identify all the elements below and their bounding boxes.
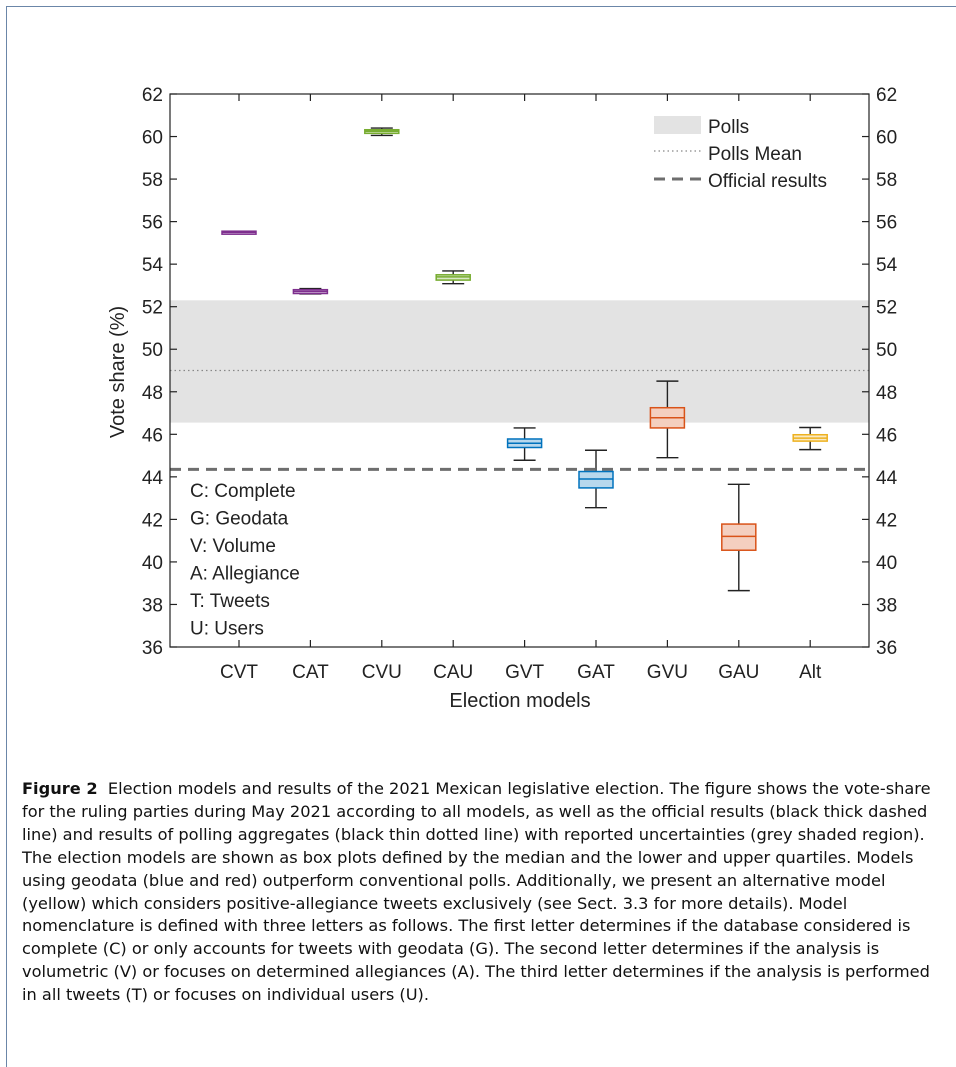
right-y-tick-label: 36	[876, 638, 897, 659]
y-tick-label: 56	[142, 213, 163, 234]
right-y-tick-label: 54	[876, 255, 898, 276]
right-y-tick-label: 48	[876, 383, 897, 404]
right-y-tick-label: 60	[876, 128, 897, 149]
right-y-tick-label: 46	[876, 425, 897, 446]
box-cau	[435, 270, 471, 285]
box-gvu	[649, 380, 686, 459]
box-alt	[792, 426, 828, 451]
legend-swatch-polls	[654, 116, 701, 134]
y-tick-label: 54	[142, 255, 164, 276]
model-key-line: V: Volume	[190, 536, 276, 557]
model-key-line: C: Complete	[190, 481, 296, 502]
box-cat	[292, 287, 329, 295]
box-cvt	[221, 230, 257, 235]
right-y-tick-label: 58	[876, 170, 897, 191]
polls-band	[170, 300, 869, 423]
right-y-tick-label: 52	[876, 298, 897, 319]
figure-caption-label: Figure 2	[22, 779, 98, 798]
right-y-tick-label: 40	[876, 553, 897, 574]
x-tick-label: CVT	[220, 662, 258, 683]
plot-frame	[169, 93, 870, 648]
legend: Polls Polls Mean Official results	[654, 116, 827, 192]
legend-label-polls-mean: Polls Mean	[708, 144, 802, 165]
model-key-line: U: Users	[190, 619, 264, 640]
reference-lines-layer	[170, 369, 869, 471]
box-gvt	[506, 427, 543, 461]
model-key-line: G: Geodata	[190, 509, 289, 530]
polls-band-layer	[170, 300, 869, 423]
right-y-tick-label: 42	[876, 510, 897, 531]
figure-caption: Figure 2 Election models and results of …	[22, 778, 942, 1007]
legend-label-official: Official results	[708, 171, 827, 192]
y-tick-label: 50	[142, 340, 163, 361]
legend-label-polls: Polls	[708, 117, 749, 138]
right-y-tick-label: 44	[876, 468, 898, 489]
y-tick-label: 46	[142, 425, 163, 446]
x-tick-label: Alt	[799, 662, 822, 683]
x-tick-label: CAU	[433, 662, 473, 683]
x-tick-label: GVU	[647, 662, 688, 683]
x-tick-label: GAU	[718, 662, 759, 683]
x-tick-label: GVT	[505, 662, 544, 683]
right-y-tick-label: 50	[876, 340, 897, 361]
y-tick-label: 58	[142, 170, 163, 191]
x-tick-label: GAT	[577, 662, 615, 683]
x-tick-label: CVU	[362, 662, 402, 683]
boxes-layer	[221, 127, 828, 592]
y-tick-label: 42	[142, 510, 163, 531]
model-key-line: T: Tweets	[190, 591, 270, 612]
right-y-tick-label: 56	[876, 213, 897, 234]
box-gau	[721, 483, 757, 592]
y-tick-label: 40	[142, 553, 163, 574]
figure-caption-text: Election models and results of the 2021 …	[22, 779, 931, 1005]
y-tick-label: 38	[142, 595, 163, 616]
y-tick-label: 60	[142, 128, 163, 149]
y-tick-label: 36	[142, 638, 163, 659]
model-key: C: Complete G: Geodata V: Volume A: Allegia…	[190, 481, 300, 640]
model-key-line: A: Allegiance	[190, 564, 300, 585]
y-tick-label: 48	[142, 383, 163, 404]
y-tick-label: 52	[142, 298, 163, 319]
x-axis-label: Election models	[449, 690, 590, 712]
page-frame	[6, 6, 956, 1067]
box-cvu	[364, 127, 400, 137]
axes-layer: 36 36 38 38 40 40 42 42 44 44 46 46 48 48 50 50 52 52 54 54…	[142, 85, 898, 683]
y-tick-label: 62	[142, 85, 163, 106]
x-tick-label: CAT	[292, 662, 329, 683]
y-tick-label: 44	[142, 468, 164, 489]
right-y-tick-label: 38	[876, 595, 897, 616]
y-axis-label: Vote share (%)	[107, 306, 129, 438]
box-gat	[578, 449, 614, 509]
right-y-tick-label: 62	[876, 85, 897, 106]
box-plot-chart: 36 36 38 38 40 40 42 42 44 44 46 46 48 48 50 50 52 52 54 54…	[107, 85, 898, 712]
